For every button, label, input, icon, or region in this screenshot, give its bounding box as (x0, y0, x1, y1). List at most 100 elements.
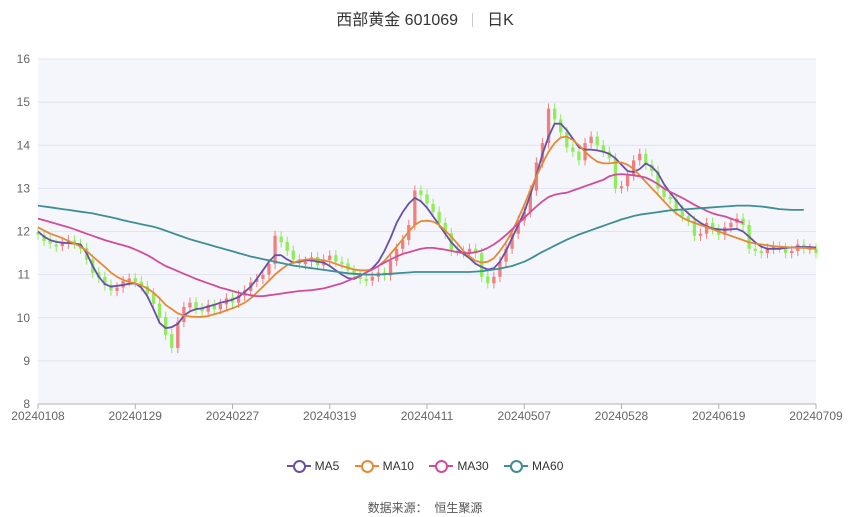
candle-body (589, 136, 593, 144)
legend-item-ma5[interactable]: MA5 (286, 459, 340, 473)
x-tick-label: 20240129 (109, 409, 163, 423)
candle-body (212, 304, 216, 310)
candle-body (303, 261, 308, 265)
candle-body (285, 241, 289, 251)
x-tick-label: 20240319 (303, 409, 357, 423)
y-tick-label: 12 (17, 225, 31, 239)
candle-body (42, 234, 46, 241)
x-axis: 20240108 20240129 20240227 20240319 20240411… (11, 404, 843, 423)
candle-body (723, 227, 727, 235)
candle-body (619, 186, 624, 189)
candle-body (638, 153, 642, 161)
candle-body (528, 190, 532, 213)
candle-body (431, 203, 435, 213)
data-source: 数据来源： 恒生聚源 (0, 499, 850, 516)
candle-body (291, 250, 295, 260)
legend-swatch-ma5 (286, 459, 311, 473)
legend-label-ma30: MA30 (457, 459, 489, 473)
legend-swatch-ma60 (504, 459, 529, 473)
moving-average-lines (37, 122, 817, 330)
candle-body (352, 270, 356, 275)
candle-body (188, 302, 192, 308)
ma5-line (37, 122, 817, 330)
candle-body (60, 243, 64, 247)
candle-body (771, 246, 776, 249)
candle-body (200, 308, 204, 312)
candle-body (261, 274, 265, 279)
ma30-line (37, 173, 744, 298)
candle-body (613, 158, 618, 189)
candle-body (571, 147, 575, 152)
candle-body (504, 248, 508, 262)
source-label: 数据来源： (367, 501, 428, 515)
candle-body (656, 171, 660, 189)
chart-title: 西部黄金 601069 日K (0, 6, 850, 30)
candle-body (711, 222, 715, 230)
candle-body (437, 211, 441, 223)
candle-body (394, 248, 399, 261)
legend-item-ma60[interactable]: MA60 (504, 459, 563, 473)
x-tick-label: 20240227 (206, 409, 260, 423)
legend-item-ma10[interactable]: MA10 (354, 459, 414, 473)
legend: MA5 MA10 MA30 MA60 (0, 459, 850, 473)
candle-body (522, 212, 526, 221)
candle-body (267, 263, 271, 275)
candle-body (206, 304, 210, 312)
candle-body (151, 293, 156, 304)
candle-body (692, 220, 697, 236)
candle-body (364, 278, 368, 282)
candle-body (103, 276, 107, 286)
legend-item-ma30[interactable]: MA30 (429, 459, 489, 473)
legend-swatch-ma30 (429, 459, 454, 473)
x-tick-label: 20240411 (401, 409, 454, 423)
candle-body (765, 248, 770, 254)
candle-body (510, 233, 514, 249)
candle-body (808, 248, 812, 250)
grid-lines (38, 58, 816, 405)
candle-body (753, 248, 757, 251)
legend-swatch-ma10 (354, 459, 379, 473)
candle-body (133, 278, 137, 282)
legend-label-ma60: MA60 (532, 459, 564, 473)
candle-body (413, 190, 417, 226)
candle-body (54, 244, 58, 247)
candle-body (486, 276, 490, 284)
candle-body (218, 303, 223, 310)
candle-body (577, 151, 581, 161)
candle-body (273, 235, 277, 264)
candle-body (783, 247, 788, 254)
candle-body (170, 334, 174, 348)
candle-body (163, 316, 168, 335)
candle-body (467, 248, 472, 254)
y-axis: 8 9 10 11 12 13 14 15 16 (17, 52, 31, 411)
source-value: 恒生聚源 (434, 501, 483, 515)
candle-body (546, 108, 551, 144)
candle-body (473, 248, 478, 254)
candle-body (145, 286, 150, 295)
candle-body (729, 222, 733, 228)
candle-body (704, 222, 709, 234)
candle-body (559, 119, 563, 133)
ma10-line (37, 135, 817, 318)
candle-body (595, 136, 599, 146)
candle-body (279, 236, 283, 243)
legend-label-ma10: MA10 (382, 459, 414, 473)
candle-body (552, 108, 557, 120)
candle-body (492, 276, 496, 284)
candle-body (157, 303, 162, 318)
candle-body (625, 175, 630, 187)
y-tick-label: 11 (18, 268, 31, 282)
y-tick-label: 9 (23, 354, 30, 368)
x-tick-label: 20240507 (498, 409, 552, 423)
candle-body (139, 281, 143, 287)
legend-label-ma5: MA5 (314, 459, 340, 473)
y-tick-label: 16 (17, 52, 31, 66)
candle-body (674, 199, 678, 210)
y-tick-label: 15 (17, 95, 31, 109)
candle-body (419, 190, 423, 195)
candle-body (401, 240, 405, 249)
candle-body (36, 232, 40, 235)
candle-body (370, 276, 374, 281)
ma60-line (37, 204, 804, 276)
